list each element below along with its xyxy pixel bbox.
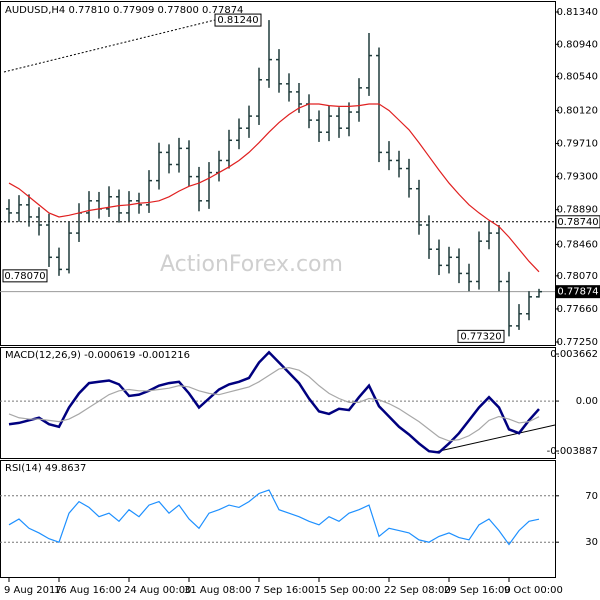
trend-line (434, 424, 556, 453)
x-tick-label: 24 Aug 00:00 (124, 585, 191, 596)
macd-panel (0, 347, 556, 459)
indicator-line (8, 350, 540, 454)
chart-title: AUDUSD,H4 0.77810 0.77909 0.77800 0.7787… (5, 5, 243, 16)
y-tick-label: 0.78070 (557, 271, 598, 282)
y-tick-label: 0.80540 (557, 72, 598, 83)
trend-line (3, 19, 216, 73)
price-label: 0.78740 (557, 217, 598, 228)
y-tick-label: -0.003887 (547, 446, 598, 457)
price-panel (0, 1, 556, 346)
x-tick-label: 7 Sep 16:00 (254, 585, 314, 596)
indicator-line (8, 103, 540, 273)
price-label: 0.77874 (557, 287, 598, 298)
rsi-title: RSI(14) 49.8637 (5, 463, 86, 474)
indicator-line (8, 489, 540, 546)
x-tick-label: 22 Sep 08:00 (384, 585, 451, 596)
y-tick-label: 0.78460 (557, 239, 598, 250)
x-tick-label: 29 Sep 16:00 (444, 585, 511, 596)
x-tick-label: 31 Aug 08:00 (184, 585, 251, 596)
price-label: 0.78070 (4, 271, 45, 282)
y-tick-label: 0.79710 (557, 139, 598, 150)
price-label-box (214, 13, 262, 27)
x-tick-label: 9 Oct 00:00 (504, 585, 563, 596)
price-label-box (2, 269, 48, 283)
watermark: ActionForex.com (160, 252, 343, 277)
y-tick-label: 70 (585, 491, 598, 502)
y-tick-label: 0.003662 (550, 349, 598, 360)
indicator-line (8, 367, 540, 442)
y-tick-label: 0.80940 (557, 39, 598, 50)
price-label: 0.81240 (217, 15, 258, 26)
rsi-panel (0, 460, 556, 578)
x-tick-label: 16 Aug 16:00 (54, 585, 121, 596)
y-tick-label: 0.78890 (557, 205, 598, 216)
macd-title: MACD(12,26,9) -0.000619 -0.001216 (5, 350, 190, 361)
price-label-box (555, 215, 600, 229)
y-tick-label: 0.81340 (557, 7, 598, 18)
price-label-box (457, 329, 505, 343)
y-tick-label: 0.77660 (557, 304, 598, 315)
x-tick-label: 15 Sep 00:00 (314, 585, 381, 596)
y-tick-label: 30 (585, 537, 598, 548)
y-tick-label: 0.79300 (557, 172, 598, 183)
y-tick-label: 0.80120 (557, 105, 598, 116)
y-tick-label: 0.77250 (557, 337, 598, 348)
price-label-box (555, 285, 600, 299)
y-tick-label: 0.00 (576, 396, 598, 407)
x-tick-label: 9 Aug 2017 (4, 585, 62, 596)
price-label: 0.77320 (460, 331, 501, 342)
